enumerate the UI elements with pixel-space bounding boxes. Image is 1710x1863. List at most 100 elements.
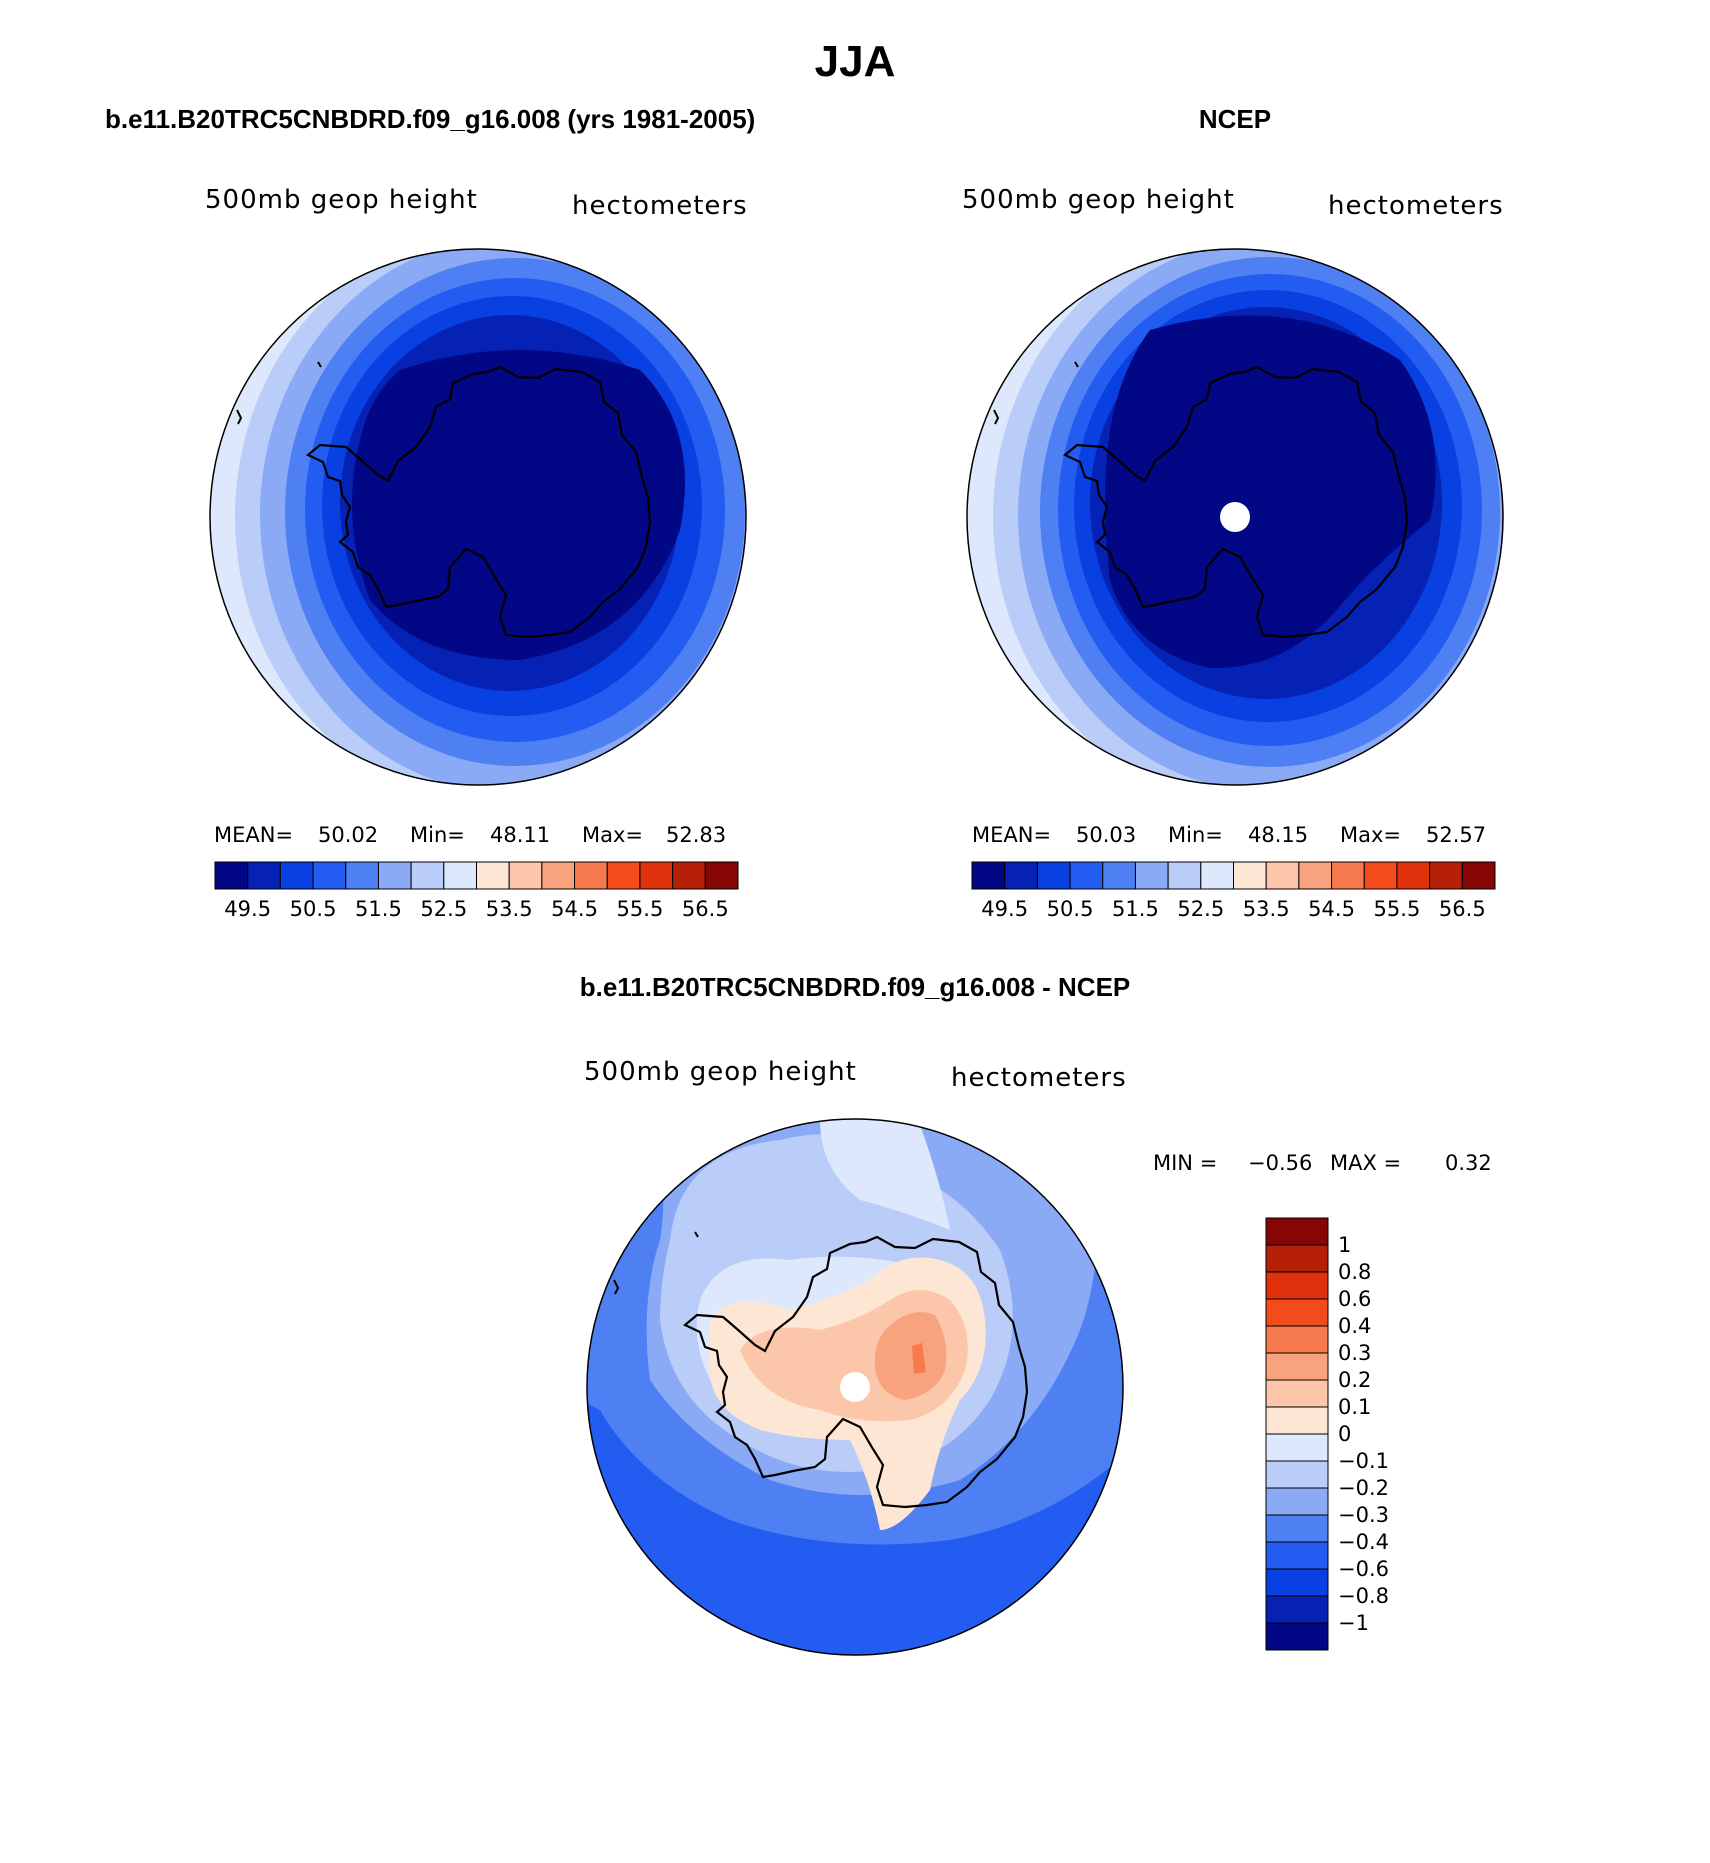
- colorbar-box: [1200, 861, 1234, 890]
- colorbar-box: [1265, 1622, 1329, 1651]
- colorbar-box: [476, 861, 510, 890]
- colorbar-box: [247, 861, 281, 890]
- colorbar-box: [1363, 861, 1398, 890]
- contour-fill-zero-north: [820, 1119, 950, 1230]
- colorbar-tick-label: 53.5: [1243, 897, 1290, 921]
- colorbar-tick-label: 53.5: [486, 897, 533, 921]
- colorbar-tick-label: 56.5: [682, 897, 729, 921]
- stat-min-value: 48.15: [1248, 823, 1308, 847]
- colorbar-tick-label: 52.5: [1177, 897, 1224, 921]
- panel-diff-units: hectometers: [951, 1063, 1127, 1093]
- colorbar-tick-label: −0.1: [1338, 1449, 1389, 1473]
- panel-diff-variable: 500mb geop height: [584, 1057, 857, 1087]
- colorbar-box: [1265, 1298, 1329, 1327]
- colorbar-box: [971, 861, 1006, 890]
- panel-obs-heading: NCEP: [1199, 104, 1271, 134]
- panel-diff-heading: b.e11.B20TRC5CNBDRD.f09_g16.008 - NCEP: [580, 972, 1131, 1002]
- colorbar-box: [1429, 861, 1463, 890]
- colorbar-box: [606, 861, 641, 890]
- colorbar-tick-label: 0.3: [1338, 1341, 1371, 1365]
- contour-fill-below-49.5: [352, 350, 685, 660]
- stat-min-value: −0.56: [1248, 1151, 1312, 1175]
- figure-title: JJA: [815, 37, 896, 86]
- colorbar-box: [1265, 1541, 1329, 1570]
- colorbar-box: [541, 861, 576, 890]
- stat-min-label: MIN =: [1153, 1151, 1217, 1175]
- colorbar-tick-label: 54.5: [1308, 897, 1355, 921]
- colorbar-box: [443, 861, 477, 890]
- colorbar-tick-label: 0.8: [1338, 1260, 1371, 1284]
- colorbar-box: [1265, 1271, 1329, 1300]
- panel-model-stats: MEAN= 50.02 Min= 48.11 Max= 52.83: [214, 823, 726, 847]
- colorbar-box: [1265, 1406, 1329, 1435]
- colorbar-tick-label: 56.5: [1439, 897, 1486, 921]
- colorbar-tick-label: 51.5: [1112, 897, 1159, 921]
- colorbar-tick-label: 54.5: [551, 897, 598, 921]
- pole-missing-data: [1220, 502, 1250, 532]
- colorbar-box: [377, 861, 412, 890]
- colorbar-tick-label: 49.5: [224, 897, 271, 921]
- colorbar-box: [1265, 1514, 1329, 1543]
- panel-model-variable: 500mb geop height: [205, 185, 478, 215]
- colorbar-box: [1265, 1217, 1329, 1246]
- colorbar-box: [1265, 1595, 1329, 1624]
- colorbar-box: [1265, 1352, 1329, 1381]
- colorbar-box: [508, 861, 543, 890]
- colorbar-tick-label: 0.4: [1338, 1314, 1371, 1338]
- colorbar-tick-label: 55.5: [1374, 897, 1421, 921]
- panel-model-heading: b.e11.B20TRC5CNBDRD.f09_g16.008 (yrs 198…: [105, 104, 755, 134]
- panel-obs-stats: MEAN= 50.03 Min= 48.15 Max= 52.57: [972, 823, 1486, 847]
- colorbar-box: [1265, 1433, 1329, 1462]
- colorbar-tick-label: −1: [1338, 1611, 1369, 1635]
- colorbar-box: [704, 861, 739, 890]
- colorbar-box: [1069, 861, 1104, 890]
- colorbar-tick-label: 55.5: [617, 897, 664, 921]
- contour-fill-0.3: [874, 1312, 947, 1400]
- panel-obs-colorbar: 49.5 50.5 51.5 52.5 53.5 54.5 55.5 56.5: [971, 861, 1496, 921]
- stat-mean-label: MEAN=: [972, 823, 1051, 847]
- colorbar-tick-label: 0.1: [1338, 1395, 1371, 1419]
- colorbar-box: [1265, 861, 1300, 890]
- panel-model-colorbar: 49.5 50.5 51.5 52.5 53.5 54.5 55.5 56.5: [214, 861, 739, 921]
- colorbar-box: [1461, 861, 1496, 890]
- colorbar-box: [1265, 1379, 1329, 1408]
- colorbar-tick-label: 52.5: [420, 897, 467, 921]
- contour-fill-below-49.5: [1105, 315, 1436, 669]
- colorbar-tick-label: 0.2: [1338, 1368, 1371, 1392]
- colorbar-box: [1265, 1244, 1329, 1273]
- stat-max-value: 52.57: [1426, 823, 1486, 847]
- colorbar-tick-label: 51.5: [355, 897, 402, 921]
- panel-diff-map: [587, 1119, 1123, 1655]
- colorbar-tick-label: −0.8: [1338, 1584, 1389, 1608]
- colorbar-tick-label: −0.6: [1338, 1557, 1389, 1581]
- colorbar-tick-label: 1: [1338, 1233, 1351, 1257]
- pole-missing-data: [840, 1372, 870, 1402]
- colorbar-tick-label: −0.4: [1338, 1530, 1389, 1554]
- stat-min-value: 48.11: [490, 823, 550, 847]
- colorbar-tick-label: 49.5: [981, 897, 1028, 921]
- stat-max-label: Max=: [582, 823, 643, 847]
- colorbar-box: [1265, 1460, 1329, 1489]
- panel-obs-map-border: [966, 248, 1504, 786]
- colorbar-tick-label: 50.5: [1047, 897, 1094, 921]
- stat-min-label: Min=: [410, 823, 465, 847]
- colorbar-tick-label: −0.3: [1338, 1503, 1389, 1527]
- colorbar-box: [1134, 861, 1169, 890]
- stat-max-value: 52.83: [666, 823, 726, 847]
- stat-mean-value: 50.03: [1076, 823, 1136, 847]
- colorbar-box: [410, 861, 445, 890]
- colorbar-box: [1036, 861, 1071, 890]
- colorbar-box: [345, 861, 379, 890]
- colorbar-box: [312, 861, 347, 890]
- colorbar-box: [1331, 861, 1365, 890]
- colorbar-box: [1265, 1487, 1329, 1516]
- colorbar-box: [214, 861, 249, 890]
- panel-model-map-border: [209, 248, 747, 786]
- stat-max-label: MAX =: [1330, 1151, 1401, 1175]
- stat-max-value: 0.32: [1445, 1151, 1492, 1175]
- panel-diff: b.e11.B20TRC5CNBDRD.f09_g16.008 - NCEP 5…: [580, 972, 1492, 1656]
- colorbar-box: [1298, 861, 1333, 890]
- colorbar-tick-label: −0.2: [1338, 1476, 1389, 1500]
- stat-mean-value: 50.02: [318, 823, 378, 847]
